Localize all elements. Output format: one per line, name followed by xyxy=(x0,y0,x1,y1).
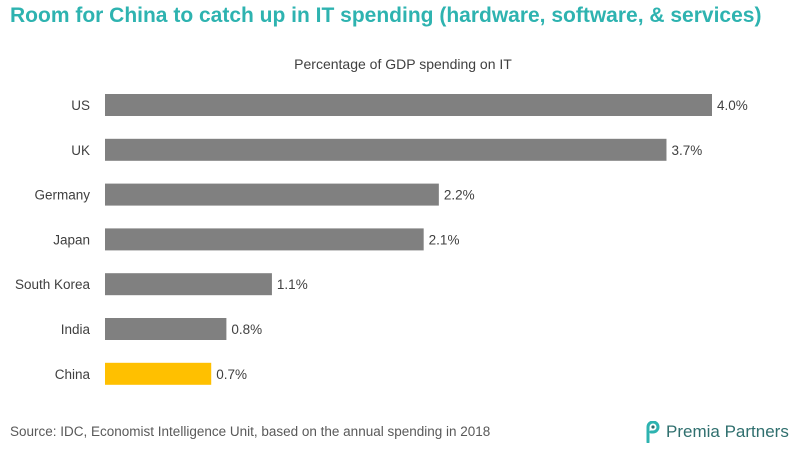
category-label-china: China xyxy=(55,367,91,382)
category-label-uk: UK xyxy=(71,143,90,158)
value-label-us: 4.0% xyxy=(717,98,748,113)
value-label-germany: 2.2% xyxy=(444,188,475,203)
brand-logo: Premia Partners xyxy=(644,420,789,444)
category-label-india: India xyxy=(61,322,91,337)
value-label-china: 0.7% xyxy=(216,367,247,382)
bar-china xyxy=(105,362,212,385)
bar-germany xyxy=(105,183,439,206)
bar-india xyxy=(105,318,227,340)
bar-south-korea xyxy=(105,273,272,296)
chart-subtitle: Percentage of GDP spending on IT xyxy=(294,56,512,72)
value-label-uk: 3.7% xyxy=(671,143,702,158)
category-label-germany: Germany xyxy=(34,188,90,203)
bar-uk xyxy=(105,138,667,161)
category-label-south-korea: South Korea xyxy=(15,277,91,292)
category-label-us: US xyxy=(71,98,90,113)
bar-us xyxy=(105,94,712,116)
category-label-japan: Japan xyxy=(53,232,90,247)
logo-mark-icon xyxy=(646,421,660,443)
value-label-south-korea: 1.1% xyxy=(277,277,308,292)
value-label-india: 0.8% xyxy=(231,322,262,337)
bars-group: US 4.0% UK 3.7% Germany 2.2% Japan 2.1% South Ko… xyxy=(15,94,748,385)
bar-japan xyxy=(105,228,424,251)
value-label-japan: 2.1% xyxy=(429,232,460,247)
logo-text: Premia Partners xyxy=(666,422,789,441)
chart-headline: Room for China to catch up in IT spendin… xyxy=(10,4,762,27)
source-note: Source: IDC, Economist Intelligence Unit… xyxy=(10,424,491,439)
